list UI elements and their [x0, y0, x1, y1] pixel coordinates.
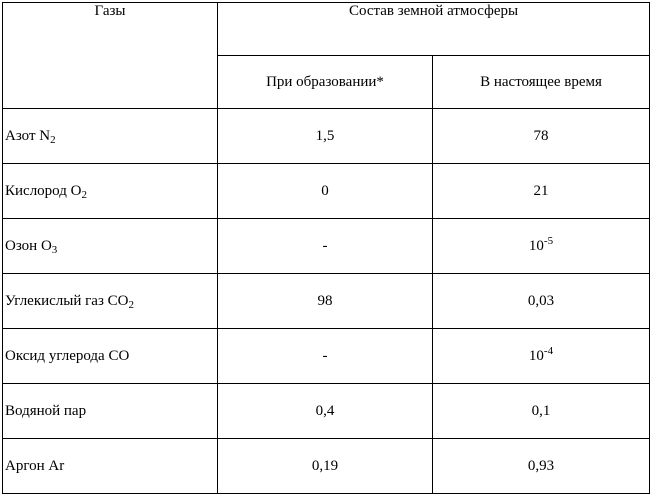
gas-cell: Углекислый газ CO2: [2, 273, 218, 329]
formation-value: -: [217, 328, 433, 384]
formation-value: -: [217, 218, 433, 274]
gas-subscript: 2: [81, 188, 87, 201]
header-at-formation: При образовании*: [217, 55, 433, 109]
gas-cell: Водяной пар: [2, 383, 218, 439]
formation-value: 98: [217, 273, 433, 329]
gas-subscript: 2: [50, 133, 56, 146]
present-cell: 10-4: [431, 328, 650, 384]
gas-cell: Оксид углерода CO: [2, 328, 218, 384]
present-cell: 21: [431, 163, 650, 219]
present-value: 78: [533, 127, 549, 144]
table-row: Углекислый газ CO2 98 0,03: [2, 273, 650, 329]
present-cell: 0,03: [431, 273, 650, 329]
header-gases: Газы: [2, 2, 218, 109]
header-row: Газы Состав земной атмосферы: [2, 2, 650, 109]
gas-subscript: 2: [128, 298, 134, 311]
gas-name: Аргон Ar: [5, 457, 65, 474]
gas-cell: Озон O3: [2, 218, 218, 274]
present-value: 0,1: [531, 402, 551, 419]
table-row: Аргон Ar 0,19 0,93: [2, 438, 650, 494]
present-cell: 0,1: [431, 383, 650, 439]
present-exponent: -4: [543, 344, 554, 357]
table-row: Озон O3 - 10-5: [2, 218, 650, 274]
gas-name: Озон O: [5, 237, 52, 254]
header-composition: Состав земной атмосферы: [216, 2, 650, 56]
present-value: 21: [533, 182, 549, 199]
present-value: 10: [528, 347, 544, 364]
present-value: 0,93: [527, 457, 555, 474]
present-cell: 10-5: [431, 218, 650, 274]
header-present: В настоящее время: [431, 55, 650, 109]
gas-cell: Кислород O2: [2, 163, 218, 219]
gas-name: Оксид углерода CO: [5, 347, 130, 364]
gas-subscript: 3: [51, 243, 58, 256]
table-row: Оксид углерода CO - 10-4: [2, 328, 650, 384]
gas-name: Углекислый газ CO: [5, 292, 129, 309]
formation-value: 1,5: [217, 108, 433, 164]
table-row: Азот N2 1,5 78: [2, 108, 650, 164]
gas-name: Водяной пар: [5, 402, 87, 419]
subheader-row: При образовании* В настоящее время: [3, 55, 650, 109]
gas-cell: Аргон Ar: [2, 438, 218, 494]
present-value: 0,03: [527, 292, 555, 309]
table-row: Кислород O2 0 21: [2, 163, 650, 219]
present-cell: 0,93: [431, 438, 650, 494]
present-exponent: -5: [543, 234, 554, 247]
gas-cell: Азот N2: [2, 108, 218, 164]
present-cell: 78: [431, 108, 650, 164]
table-row: Водяной пар 0,4 0,1: [2, 383, 650, 439]
formation-value: 0: [217, 163, 433, 219]
gas-name: Кислород O: [5, 182, 82, 199]
formation-value: 0,19: [217, 438, 433, 494]
formation-value: 0,4: [217, 383, 433, 439]
present-value: 10: [528, 237, 544, 254]
gas-name: Азот N: [5, 127, 51, 144]
